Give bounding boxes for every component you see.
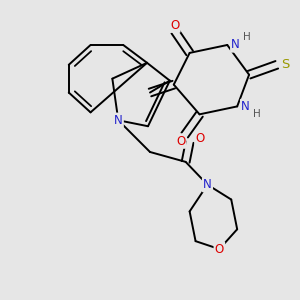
Text: O: O [196, 132, 205, 145]
Text: N: N [114, 114, 123, 127]
Text: O: O [170, 19, 179, 32]
Text: N: N [203, 178, 212, 191]
Text: O: O [215, 243, 224, 256]
Text: N: N [231, 38, 240, 52]
Text: H: H [243, 32, 251, 42]
Text: S: S [281, 58, 289, 71]
Text: H: H [253, 109, 261, 119]
Text: O: O [176, 135, 185, 148]
Text: N: N [241, 100, 250, 113]
